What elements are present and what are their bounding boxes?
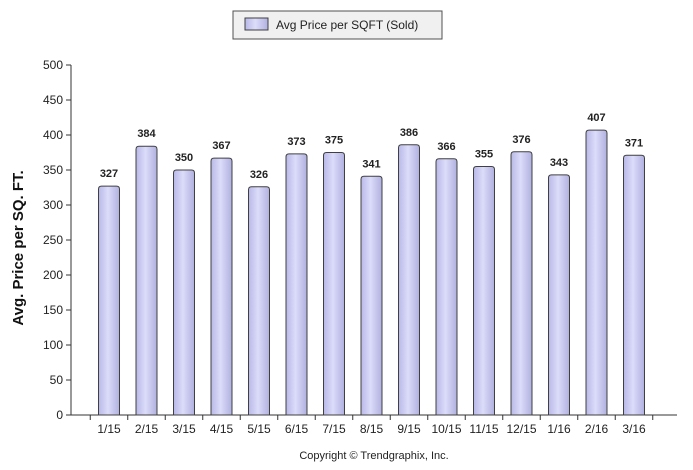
x-tick-label: 1/15 xyxy=(97,422,121,436)
bar-6-15 xyxy=(285,153,308,416)
copyright-text: Copyright © Trendgraphix, Inc. xyxy=(299,450,448,462)
y-tick-label: 150 xyxy=(43,303,63,317)
legend: Avg Price per SQFT (Sold) xyxy=(232,10,443,40)
x-tick-label: 2/16 xyxy=(585,422,609,436)
value-label: 371 xyxy=(625,137,643,149)
legend-label: Avg Price per SQFT (Sold) xyxy=(276,18,418,32)
y-tick-label: 250 xyxy=(43,233,63,247)
y-axis-label: Avg. Price per SQ. FT. xyxy=(10,170,27,325)
value-label: 350 xyxy=(175,152,193,164)
value-label: 326 xyxy=(250,169,268,181)
value-label: 384 xyxy=(137,128,156,140)
bar-9-15 xyxy=(398,144,420,416)
value-label: 366 xyxy=(437,141,455,153)
x-tick-label: 12/15 xyxy=(506,422,536,436)
x-tick-label: 5/15 xyxy=(247,422,271,436)
y-tick-label: 350 xyxy=(43,163,63,177)
y-tick-label: 0 xyxy=(56,408,63,422)
bar-7-15 xyxy=(323,152,345,416)
value-label: 373 xyxy=(287,136,305,148)
bar-12-15 xyxy=(510,151,533,416)
value-label: 407 xyxy=(587,112,605,124)
x-tick-label: 11/15 xyxy=(469,422,498,436)
y-tick-label: 50 xyxy=(50,373,64,387)
x-tick-label: 3/16 xyxy=(622,422,646,436)
value-label: 343 xyxy=(550,157,568,169)
y-tick-label: 450 xyxy=(43,93,63,107)
value-label: 327 xyxy=(100,168,118,180)
value-label: 375 xyxy=(325,135,343,147)
y-tick-label: 100 xyxy=(43,338,63,352)
value-label: 355 xyxy=(475,149,493,161)
bar-8-15 xyxy=(360,175,383,416)
bars: 327 384 350 367 326 373 375 341 386 366 355 376 343 4… xyxy=(98,112,645,416)
legend-swatch xyxy=(244,17,269,31)
value-label: 376 xyxy=(512,134,530,146)
bar-2-16 xyxy=(585,129,608,416)
x-tick-label: 8/15 xyxy=(360,422,384,436)
value-label: 341 xyxy=(362,158,380,170)
x-tick-label: 4/15 xyxy=(210,422,234,436)
bar-2-15 xyxy=(135,145,158,416)
x-tick-label: 1/16 xyxy=(547,422,571,436)
bar-10-15 xyxy=(435,158,458,416)
x-tick-label: 6/15 xyxy=(285,422,309,436)
x-tick-label: 2/15 xyxy=(135,422,159,436)
bar-3-15 xyxy=(173,169,195,416)
y-ticks: 0 50 100 150 200 250 300 350 400 450 500 xyxy=(43,58,71,422)
x-ticks: 1/15 2/15 3/15 4/15 5/15 6/15 7/15 8/15 9/15 10/1… xyxy=(89,415,654,436)
bar-3-16 xyxy=(623,154,645,416)
bar-1-16 xyxy=(548,174,570,416)
bar-11-15 xyxy=(473,166,495,416)
y-tick-label: 400 xyxy=(43,128,63,142)
value-label: 386 xyxy=(400,127,418,139)
bar-1-15 xyxy=(98,185,120,416)
bar-4-15 xyxy=(210,157,233,416)
y-tick-label: 200 xyxy=(43,268,63,282)
x-tick-label: 7/15 xyxy=(322,422,346,436)
x-tick-label: 10/15 xyxy=(431,422,461,436)
value-label: 367 xyxy=(212,140,230,152)
y-tick-label: 300 xyxy=(43,198,63,212)
y-tick-label: 500 xyxy=(43,58,63,72)
x-tick-label: 3/15 xyxy=(172,422,196,436)
bar-5-15 xyxy=(248,186,270,416)
x-tick-label: 9/15 xyxy=(397,422,421,436)
